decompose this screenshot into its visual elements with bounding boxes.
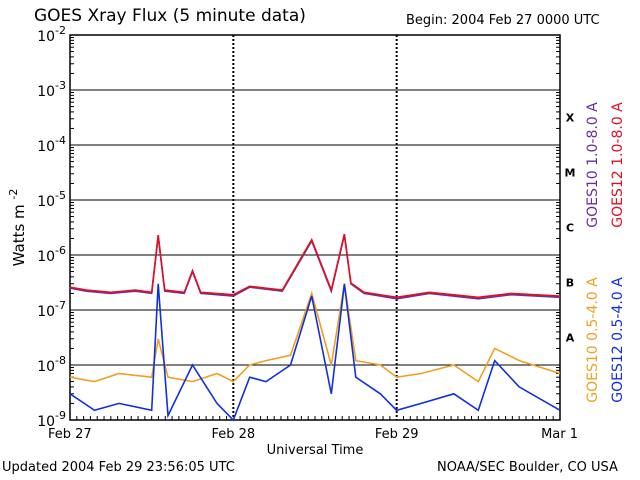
legend-layer: GOES10 1.0-8.0 A GOES12 1.0-8.0 A GOES10 0… <box>585 102 626 403</box>
legend-entry: GOES10 0.5-4.0 A <box>585 277 601 403</box>
legend-entry: GOES12 1.0-8.0 A <box>610 102 626 228</box>
series-line <box>69 283 561 383</box>
series-line <box>69 233 561 299</box>
series-line <box>69 283 561 422</box>
y-tick-label: 10-4 <box>37 134 66 155</box>
flare-class-label: M <box>565 167 576 180</box>
chart-title: GOES Xray Flux (5 minute data) <box>34 6 306 26</box>
y-tick-label: 10-3 <box>37 79 66 100</box>
credit-label: NOAA/SEC Boulder, CO USA <box>437 460 618 475</box>
x-tick-label: Feb 28 <box>211 427 255 442</box>
begin-time-label: Begin: 2004 Feb 27 0000 UTC <box>406 13 600 28</box>
flare-class-label: B <box>566 277 574 290</box>
flare-class-label: C <box>566 222 574 235</box>
plot-frame <box>69 34 561 421</box>
series-layer <box>69 233 561 422</box>
x-axis-label: Universal Time <box>267 443 364 458</box>
flare-class-label: A <box>566 332 575 345</box>
x-tick-label: Feb 29 <box>375 427 419 442</box>
grid-layer <box>70 35 560 420</box>
y-tick-label: 10-2 <box>37 24 66 45</box>
y-tick-label: 10-8 <box>37 354 66 375</box>
y-tick-label: 10-7 <box>37 299 66 320</box>
x-tick-label: Mar 1 <box>541 427 578 442</box>
legend-entry: GOES12 0.5-4.0 A <box>610 277 626 403</box>
series-line <box>69 234 561 300</box>
y-tick-label: 10-6 <box>37 244 66 265</box>
flare-class-label: X <box>566 112 575 125</box>
legend-entry: GOES10 1.0-8.0 A <box>585 102 601 228</box>
y-tick-label: 10-5 <box>37 189 66 210</box>
x-tick-label: Feb 27 <box>48 427 92 442</box>
updated-timestamp: Updated 2004 Feb 29 23:56:05 UTC <box>2 460 235 475</box>
y-axis-label: Watts m -2 <box>7 189 28 267</box>
